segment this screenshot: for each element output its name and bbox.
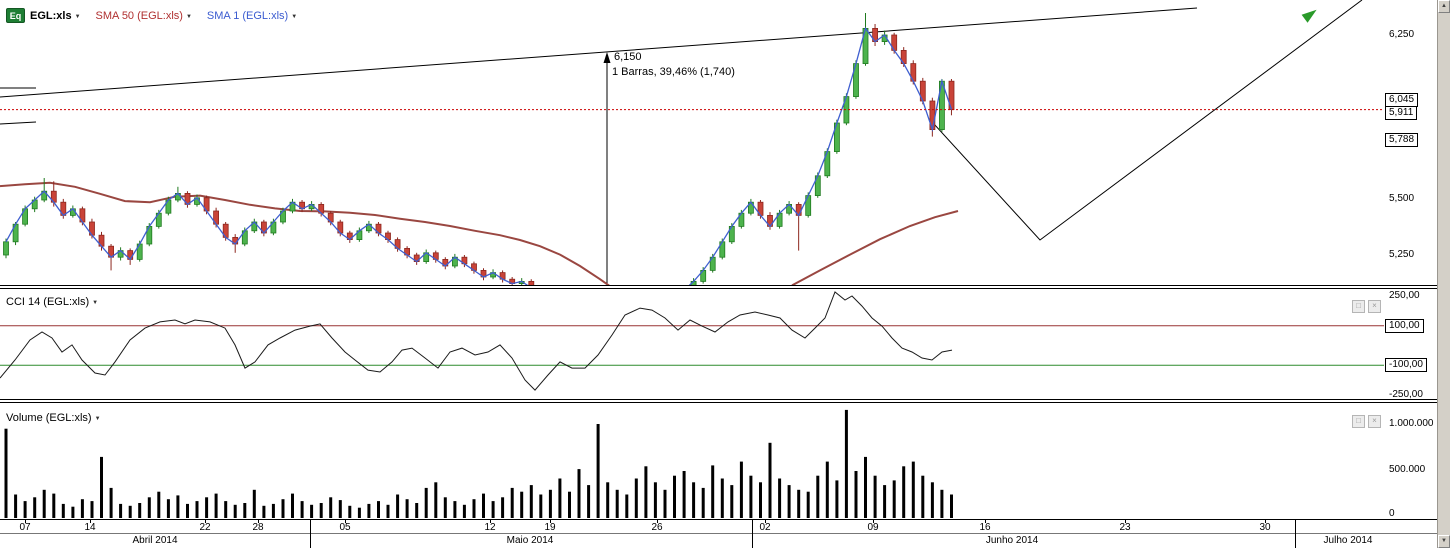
panel-border [0, 402, 1437, 403]
close-icon: × [1372, 301, 1377, 310]
cci-label: CCI 14 (EGL:xls) [6, 296, 90, 308]
cci-tick-label: -250,00 [1389, 389, 1423, 400]
chevron-down-icon: ▼ [74, 13, 81, 20]
tick-mark [985, 520, 986, 523]
tick-mark [657, 520, 658, 523]
tick-mark [258, 520, 259, 523]
month-label: Junho 2014 [985, 535, 1039, 546]
panel-border [0, 399, 1437, 400]
cci-panel-buttons: □ × [1352, 300, 1381, 313]
date-tick-label: 28 [252, 522, 264, 533]
date-tick-label: 30 [1259, 522, 1271, 533]
tick-mark [205, 520, 206, 523]
panel-restore-button[interactable]: □ [1352, 300, 1365, 313]
panel-close-button[interactable]: × [1368, 300, 1381, 313]
sma50-label: SMA 50 (EGL:xls) [95, 9, 183, 22]
restore-icon: □ [1356, 416, 1361, 425]
tick-mark [550, 520, 551, 523]
main-panel-legend: Eq EGL:xls ▼ SMA 50 (EGL:xls) ▼ SMA 1 (E… [6, 8, 297, 23]
volume-label: Volume (EGL:xls) [6, 412, 92, 424]
price-tick-label: 5,250 [1389, 249, 1415, 260]
tick-mark [873, 520, 874, 523]
tick-mark [490, 520, 491, 523]
restore-icon: □ [1356, 301, 1361, 310]
scale-divider [0, 533, 1437, 534]
tick-mark [345, 520, 346, 523]
month-separator [752, 520, 753, 548]
tick-mark [1125, 520, 1126, 523]
chevron-down-icon: ▼ [92, 300, 99, 306]
month-label: Abril 2014 [132, 535, 178, 546]
volume-selector[interactable]: Volume (EGL:xls) ▼ [6, 412, 101, 424]
cci-panel-legend: CCI 14 (EGL:xls) ▼ [6, 296, 98, 308]
month-separator [1295, 520, 1296, 548]
close-icon: × [1372, 416, 1377, 425]
symbol-logo-icon: Eq [6, 8, 25, 23]
panel-close-button[interactable]: × [1368, 415, 1381, 428]
price-marker-label: 5,788 [1385, 133, 1419, 147]
volume-tick-label: 1.000.000 [1389, 418, 1434, 429]
sma1-label: SMA 1 (EGL:xls) [206, 9, 289, 22]
price-tick-label: 5,500 [1389, 193, 1415, 204]
scroll-down-button[interactable]: ▼ [1438, 535, 1450, 548]
volume-panel-legend: Volume (EGL:xls) ▼ [6, 412, 101, 424]
cci-marker-label: -100,00 [1385, 358, 1427, 372]
date-tick-label: 09 [867, 522, 879, 533]
month-label: Maio 2014 [506, 535, 554, 546]
price-marker-label: 6,045 [1385, 93, 1419, 107]
panel-restore-button[interactable]: □ [1352, 415, 1365, 428]
up-arrow-icon: ▲ [1441, 3, 1447, 9]
date-tick-label: 14 [84, 522, 96, 533]
price-tick-label: 6,250 [1389, 29, 1415, 40]
date-tick-label: 19 [544, 522, 556, 533]
measure-price-label[interactable]: 6,150 [614, 51, 642, 63]
tick-mark [90, 520, 91, 523]
symbol-selector[interactable]: EGL:xls ▼ [30, 10, 81, 22]
date-tick-label: 22 [199, 522, 211, 533]
scroll-up-button[interactable]: ▲ [1438, 0, 1450, 13]
volume-tick-label: 0 [1389, 508, 1395, 519]
date-tick-label: 07 [19, 522, 31, 533]
cci-marker-label: 100,00 [1385, 319, 1424, 333]
cci-tick-label: 250,00 [1389, 290, 1420, 301]
panel-border [0, 288, 1437, 289]
scrollbar-track[interactable] [1438, 13, 1450, 535]
date-tick-label: 26 [651, 522, 663, 533]
month-label: Julho 2014 [1323, 535, 1373, 546]
price-marker-label: 5,911 [1385, 106, 1418, 120]
cci-selector[interactable]: CCI 14 (EGL:xls) ▼ [6, 296, 98, 308]
tick-mark [765, 520, 766, 523]
chevron-down-icon: ▼ [291, 13, 298, 20]
measure-bars-label[interactable]: 1 Barras, 39,46% (1,740) [612, 66, 735, 78]
symbol-label: EGL:xls [30, 9, 72, 22]
vertical-scrollbar[interactable]: ▲ ▼ [1437, 0, 1450, 548]
volume-tick-label: 500.000 [1389, 464, 1426, 475]
chevron-down-icon: ▼ [94, 416, 101, 422]
month-separator [310, 520, 311, 548]
date-tick-label: 02 [759, 522, 771, 533]
down-arrow-icon: ▼ [1441, 538, 1447, 544]
volume-panel-buttons: □ × [1352, 415, 1381, 428]
tick-mark [1265, 520, 1266, 523]
date-tick-label: 16 [979, 522, 991, 533]
sma50-selector[interactable]: SMA 50 (EGL:xls) ▼ [96, 10, 192, 22]
chevron-down-icon: ▼ [185, 13, 192, 20]
panel-border [0, 285, 1437, 286]
sma1-selector[interactable]: SMA 1 (EGL:xls) ▼ [207, 10, 297, 22]
date-tick-label: 23 [1119, 522, 1131, 533]
tick-mark [25, 520, 26, 523]
date-tick-label: 05 [339, 522, 351, 533]
date-tick-label: 12 [484, 522, 496, 533]
panel-border [0, 519, 1437, 520]
